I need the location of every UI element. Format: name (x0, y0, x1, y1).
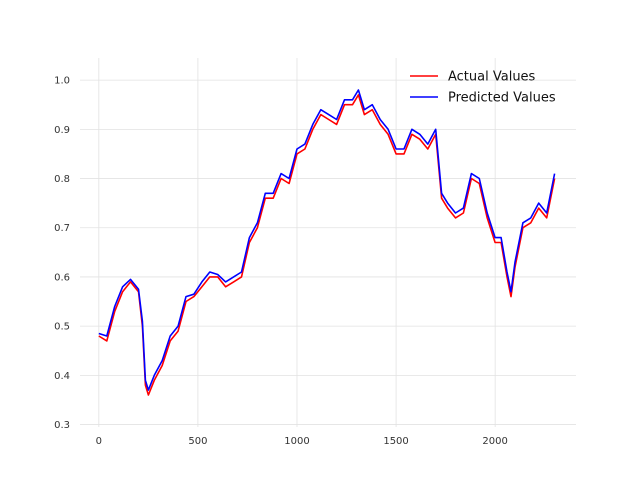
y-axis: 0.3 0.4 0.5 0.6 0.7 0.8 0.9 1.0 (54, 76, 70, 431)
y-tick-label: 0.4 (54, 371, 70, 382)
y-tick-label: 0.7 (54, 223, 70, 234)
series-layer (98, 89, 556, 396)
y-tick-label: 0.8 (54, 174, 70, 185)
y-tick-label: 0.6 (54, 272, 70, 283)
y-tick-label: 0.5 (54, 322, 70, 333)
legend-label: Predicted Values (448, 91, 556, 106)
y-tick-label: 0.9 (54, 125, 70, 136)
legend: Actual Values Predicted Values (410, 70, 556, 106)
x-tick-label: 2000 (482, 436, 507, 447)
x-tick-label: 1500 (383, 436, 408, 447)
y-tick-label: 1.0 (54, 76, 70, 87)
x-tick-label: 500 (188, 436, 207, 447)
series-line-actual (98, 94, 556, 396)
legend-label: Actual Values (448, 70, 536, 85)
x-tick-label: 0 (96, 436, 102, 447)
x-axis: 0 500 1000 1500 2000 (96, 436, 508, 447)
series-line-predicted (98, 89, 556, 391)
y-tick-label: 0.3 (54, 420, 70, 431)
x-tick-label: 1000 (284, 436, 309, 447)
